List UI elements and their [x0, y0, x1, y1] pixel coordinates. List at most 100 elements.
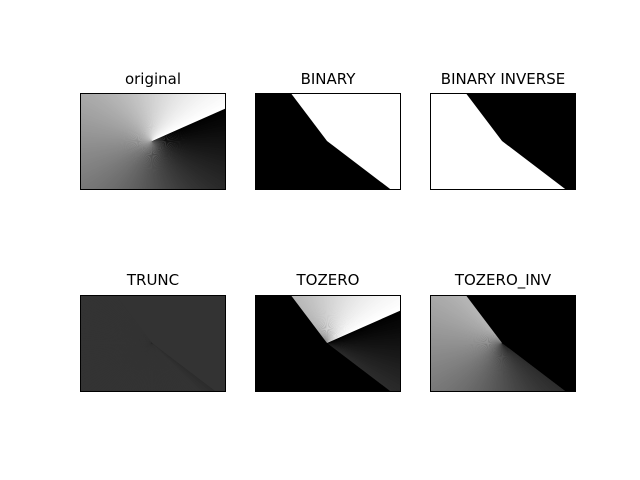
gradient-wedge: [431, 343, 503, 391]
gradient-wedge: [327, 296, 400, 344]
gradient-wedge: [431, 296, 503, 344]
gradient-wedge: [431, 343, 503, 391]
gradient-wedge: [152, 94, 225, 142]
gradient-wedge: [143, 141, 153, 189]
gradient-wedge: [81, 343, 153, 391]
gradient-wedge: [81, 343, 153, 391]
gradient-wedge: [81, 296, 153, 344]
gradient-wedge: [502, 343, 566, 391]
threshold-image: [431, 94, 575, 189]
panel-title-original: original: [124, 70, 182, 88]
truncated-region: [116, 296, 225, 391]
gradient-wedge: [81, 141, 153, 189]
gradient-wedge: [84, 343, 153, 391]
gradient-wedge: [431, 296, 503, 344]
gradient-wedge: [152, 140, 225, 144]
gradient-wedge: [327, 343, 400, 391]
panel-image-binary-inverse: [430, 93, 576, 190]
gradient-wedge: [327, 296, 400, 344]
gradient-wedge: [152, 343, 216, 391]
gradient-wedge: [81, 343, 153, 391]
gradient-wedge: [327, 343, 400, 378]
gradient-wedge: [81, 96, 153, 142]
panel-title-binary-inverse: BINARY INVERSE: [440, 70, 566, 88]
gradient-wedge: [81, 308, 153, 344]
gradient-wedge: [327, 296, 400, 344]
panel-title-tozero-inv: TOZERO_INV: [454, 271, 552, 289]
gradient-wedge: [431, 308, 503, 344]
gradient-wedge: [502, 343, 566, 391]
gradient-wedge: [152, 141, 225, 168]
gradient-wedge: [81, 296, 153, 344]
gradient-wedge: [81, 296, 153, 344]
gradient-wedge: [81, 343, 153, 391]
gradient-wedge: [81, 343, 153, 391]
gradient-wedge: [431, 343, 503, 391]
gradient-wedge: [81, 343, 153, 391]
gradient-wedge: [152, 343, 216, 391]
gradient-wedge: [327, 343, 400, 391]
gradient-wedge: [90, 141, 153, 189]
threshold-image: [81, 94, 225, 189]
gradient-wedge: [81, 94, 153, 142]
gradient-wedge: [81, 296, 153, 344]
gradient-wedge: [152, 94, 156, 142]
gradient-wedge: [81, 322, 153, 344]
gradient-wedge: [152, 137, 225, 142]
gradient-wedge: [327, 296, 400, 344]
gradient-wedge: [152, 343, 216, 391]
gradient-wedge: [81, 138, 153, 142]
gradient-wedge: [327, 296, 400, 344]
gradient-wedge: [431, 296, 503, 344]
panel-image-original: [80, 93, 226, 190]
gradient-wedge: [434, 343, 503, 391]
threshold-image: [256, 94, 400, 189]
gradient-wedge: [81, 296, 153, 344]
gradient-wedge: [431, 343, 503, 391]
gradient-wedge: [81, 343, 153, 391]
gradient-wedge: [431, 343, 503, 391]
gradient-wedge: [502, 343, 566, 391]
gradient-wedge: [81, 106, 153, 142]
gradient-wedge: [81, 343, 153, 391]
gradient-wedge: [81, 343, 153, 391]
gradient-wedge: [152, 343, 216, 391]
gradient-wedge: [81, 302, 153, 344]
gradient-wedge: [291, 296, 328, 344]
gradient-wedge: [327, 296, 400, 344]
gradient-wedge: [431, 296, 503, 344]
gradient-wedge: [327, 343, 400, 391]
gradient-wedge: [431, 296, 503, 344]
gradient-wedge: [431, 336, 503, 346]
gradient-wedge: [431, 296, 503, 344]
gradient-wedge: [327, 296, 400, 344]
gradient-wedge: [81, 112, 153, 142]
gradient-wedge: [81, 329, 153, 344]
gradient-wedge: [81, 343, 153, 391]
gradient-wedge: [152, 343, 216, 391]
gradient-wedge: [431, 302, 503, 344]
gradient-wedge: [152, 343, 216, 391]
gradient-wedge: [431, 343, 503, 391]
gradient-wedge: [152, 94, 174, 142]
gradient-wedge: [108, 141, 153, 189]
gradient-wedge: [441, 343, 503, 391]
gradient-wedge: [327, 343, 400, 391]
gradient-wedge: [152, 141, 225, 189]
gradient-wedge: [81, 100, 153, 142]
gradient-wedge: [431, 343, 503, 391]
gradient-wedge: [327, 296, 400, 344]
gradient-wedge: [81, 296, 153, 344]
gradient-wedge: [291, 296, 328, 344]
gradient-wedge: [327, 343, 400, 391]
panel-image-trunc: [80, 295, 226, 392]
gradient-wedge: [81, 343, 153, 391]
gradient-wedge: [81, 343, 153, 391]
threshold-image: [431, 296, 575, 391]
gradient-wedge: [152, 141, 225, 147]
white-region: [291, 94, 400, 189]
gradient-wedge: [327, 296, 400, 344]
gradient-wedge: [81, 296, 153, 344]
gradient-wedge: [431, 296, 503, 344]
gradient-wedge: [291, 296, 328, 344]
